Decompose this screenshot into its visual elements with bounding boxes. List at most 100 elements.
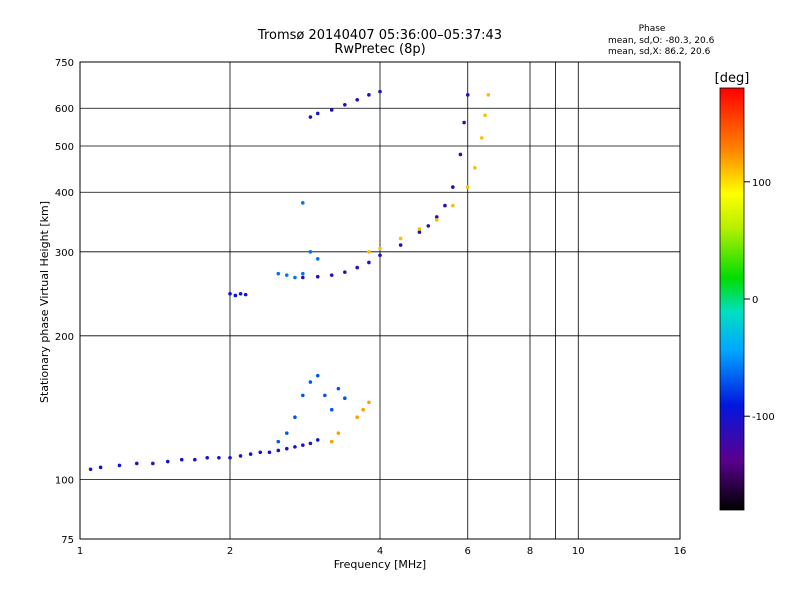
y-tick-label: 400 <box>55 188 74 199</box>
data-point <box>193 457 197 462</box>
data-point <box>465 185 470 189</box>
data-point <box>479 136 484 140</box>
y-tick-label: 200 <box>55 332 74 343</box>
data-point <box>301 271 305 276</box>
colorbar-tick-label: 0 <box>752 295 758 306</box>
phase-colorbar <box>719 87 745 511</box>
data-point <box>284 446 289 451</box>
x-tick-label: 10 <box>572 546 585 557</box>
data-point <box>458 152 463 157</box>
colorbar-tick-label: 100 <box>752 178 771 189</box>
data-point <box>451 185 455 189</box>
x-tick-label: 6 <box>465 546 471 557</box>
x-tick-label: 16 <box>674 546 687 557</box>
y-tick-label: 500 <box>55 142 74 153</box>
data-point <box>238 454 243 458</box>
data-point <box>434 215 439 219</box>
data-point <box>134 461 139 466</box>
y-axis-label: Stationary phase Virtual Height [km] <box>38 201 51 403</box>
data-point <box>267 450 272 455</box>
y-tick-label: 75 <box>61 535 74 546</box>
data-point <box>205 455 209 460</box>
data-point <box>315 111 320 116</box>
data-point <box>329 273 334 277</box>
data-point <box>293 275 297 280</box>
data-point <box>486 93 491 97</box>
data-point <box>355 265 359 270</box>
data-point <box>238 291 243 296</box>
data-point <box>308 441 313 446</box>
data-point <box>284 273 289 277</box>
data-point <box>308 115 313 119</box>
data-point <box>378 246 382 251</box>
data-point <box>217 455 221 460</box>
data-point <box>417 227 422 231</box>
data-point <box>361 407 365 412</box>
data-point <box>417 230 422 234</box>
phase-o-stats: mean, sd,O: -80.3, 20.6 <box>608 36 715 46</box>
data-point <box>323 393 327 398</box>
data-point <box>165 459 170 464</box>
x-tick-label: 2 <box>227 546 233 557</box>
data-point <box>483 113 487 118</box>
data-point <box>462 120 466 125</box>
y-tick-label: 750 <box>55 58 74 69</box>
data-point <box>233 293 238 298</box>
data-point <box>465 93 470 97</box>
plot-frame <box>79 61 681 540</box>
data-point <box>276 439 281 444</box>
grid <box>80 62 680 539</box>
data-point <box>117 463 122 468</box>
data-point <box>378 89 382 94</box>
data-point <box>228 291 232 296</box>
data-point <box>301 201 305 205</box>
axis-ticks: 1 2 4 6 8 10 16 75 100 200 300 400 500 600 750 <box>55 58 686 557</box>
x-axis-label: Frequency [MHz] <box>334 558 426 571</box>
x-tick-label: 4 <box>377 546 383 557</box>
data-point <box>315 373 320 378</box>
data-point <box>315 274 320 279</box>
data-point <box>308 250 313 254</box>
data-point <box>343 396 347 400</box>
data-point <box>276 271 281 276</box>
data-point <box>228 455 232 460</box>
data-point <box>179 457 184 462</box>
data-point <box>329 439 334 444</box>
data-point <box>151 461 155 466</box>
data-point <box>315 438 320 442</box>
data-point <box>398 243 403 247</box>
data-point <box>329 407 334 412</box>
data-point <box>434 218 439 222</box>
phase-heading: Phase <box>639 24 666 34</box>
data-point <box>367 400 371 405</box>
data-point <box>367 93 371 97</box>
y-tick-label: 600 <box>55 104 74 115</box>
data-point <box>243 292 248 297</box>
data-point <box>248 452 253 456</box>
colorbar-tick-label: -100 <box>752 412 775 423</box>
data-point <box>378 253 382 258</box>
data-point <box>308 380 313 384</box>
y-tick-label: 300 <box>55 248 74 259</box>
y-tick-label: 100 <box>55 475 74 486</box>
data-point <box>88 467 93 472</box>
data-points <box>88 89 491 472</box>
phase-x-stats: mean, sd,X: 86.2, 20.6 <box>608 47 711 57</box>
data-point <box>301 443 305 447</box>
data-point <box>293 415 297 420</box>
data-point <box>426 224 431 228</box>
data-point <box>367 250 371 254</box>
data-point <box>367 260 371 265</box>
data-point <box>343 270 347 274</box>
chart-title: Tromsø 20140407 05:36:00–05:37:43 <box>257 28 502 43</box>
data-point <box>451 203 455 208</box>
x-tick-label: 1 <box>77 546 83 557</box>
data-point <box>301 393 305 398</box>
data-point <box>343 103 347 107</box>
colorbar-ticks: 100 0 -100 <box>744 178 775 423</box>
data-point <box>293 445 297 449</box>
data-point <box>276 448 281 453</box>
data-point <box>329 108 334 112</box>
chart-subtitle: RwPretec (8p) <box>334 42 425 57</box>
